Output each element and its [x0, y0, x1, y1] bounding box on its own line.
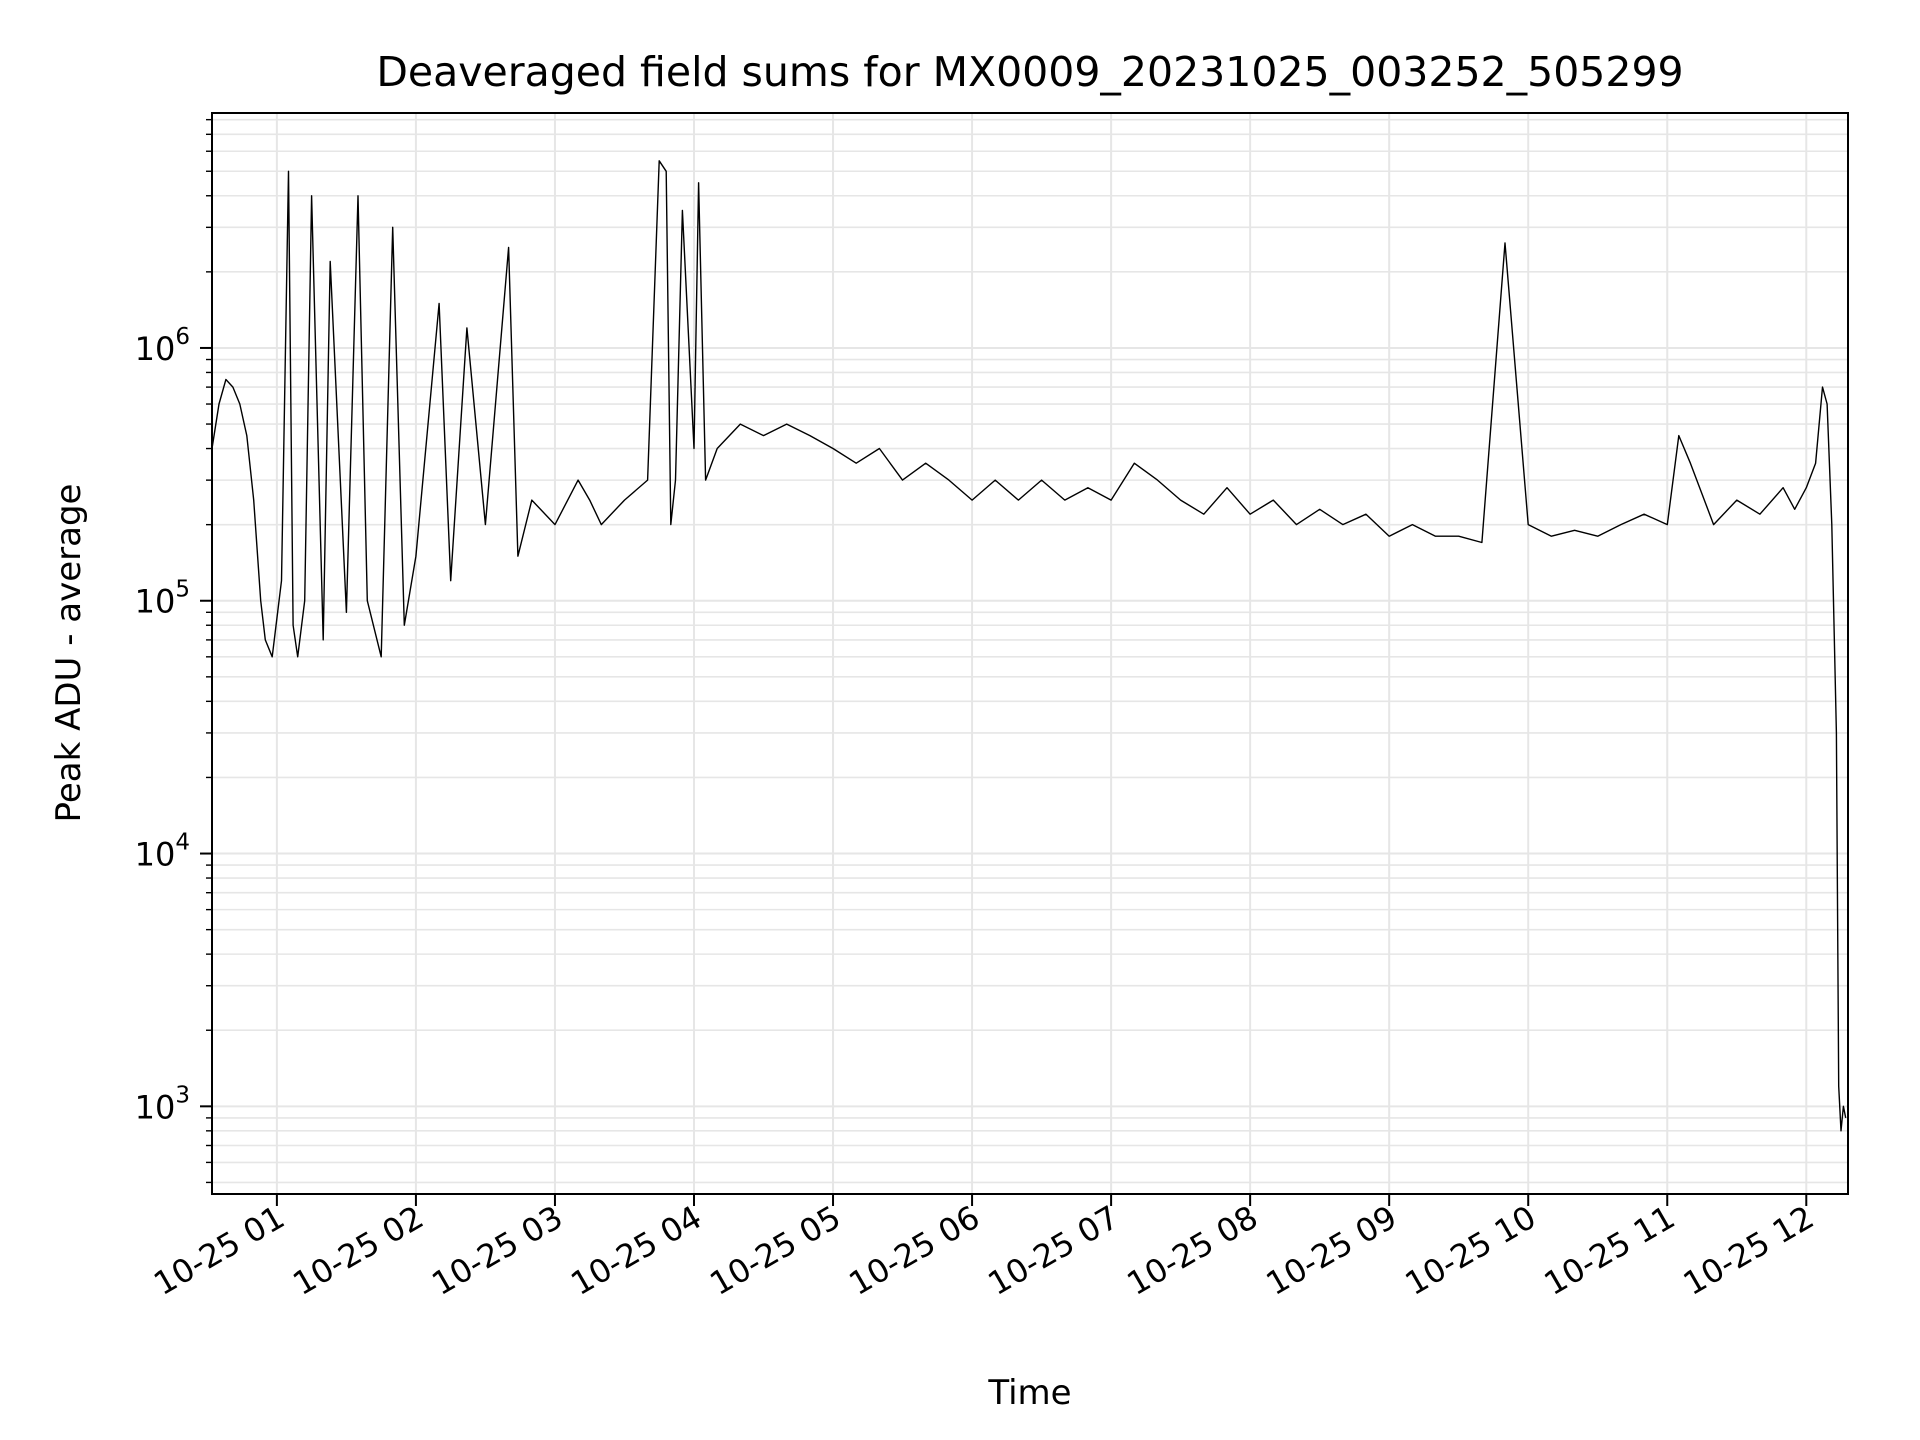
x-tick-label: 10-25 09 [1260, 1198, 1404, 1303]
x-tick-label: 10-25 08 [1121, 1198, 1265, 1303]
x-tick-label: 10-25 01 [147, 1198, 291, 1303]
x-tick-label: 10-25 12 [1677, 1198, 1821, 1303]
x-tick-label: 10-25 10 [1399, 1198, 1543, 1303]
y-tick-label: 104 [135, 830, 190, 874]
y-tick-label: 103 [135, 1082, 190, 1126]
grid [212, 113, 1848, 1194]
x-tick-label: 10-25 11 [1538, 1198, 1682, 1303]
y-tick-label: 105 [135, 577, 190, 621]
x-tick-label: 10-25 03 [425, 1198, 569, 1303]
x-tick-label: 10-25 05 [703, 1198, 847, 1303]
y-tick-label-exponent: 3 [175, 1082, 190, 1108]
y-tick-label-base: 10 [135, 330, 176, 368]
series-line [211, 160, 1847, 1132]
chart-title: Deaveraged field sums for MX0009_2023102… [376, 48, 1683, 96]
y-tick-label-exponent: 5 [175, 577, 190, 603]
y-tick-label: 106 [135, 324, 190, 368]
y-axis-label: Peak ADU - average [49, 484, 89, 823]
x-tick-label: 10-25 07 [982, 1198, 1126, 1303]
x-tick-label: 10-25 04 [564, 1198, 708, 1303]
y-tick-label-base: 10 [135, 836, 176, 874]
series-layer [211, 160, 1847, 1132]
y-tick-label-exponent: 6 [175, 324, 190, 350]
y-tick-label-base: 10 [135, 583, 176, 621]
x-tick-label: 10-25 06 [842, 1198, 986, 1303]
plot-frame [211, 112, 1849, 1195]
x-axis-label: Time [987, 1373, 1071, 1413]
y-tick-label-exponent: 4 [175, 830, 190, 856]
x-tick-label: 10-25 02 [286, 1198, 430, 1303]
y-tick-label-base: 10 [135, 1088, 176, 1126]
